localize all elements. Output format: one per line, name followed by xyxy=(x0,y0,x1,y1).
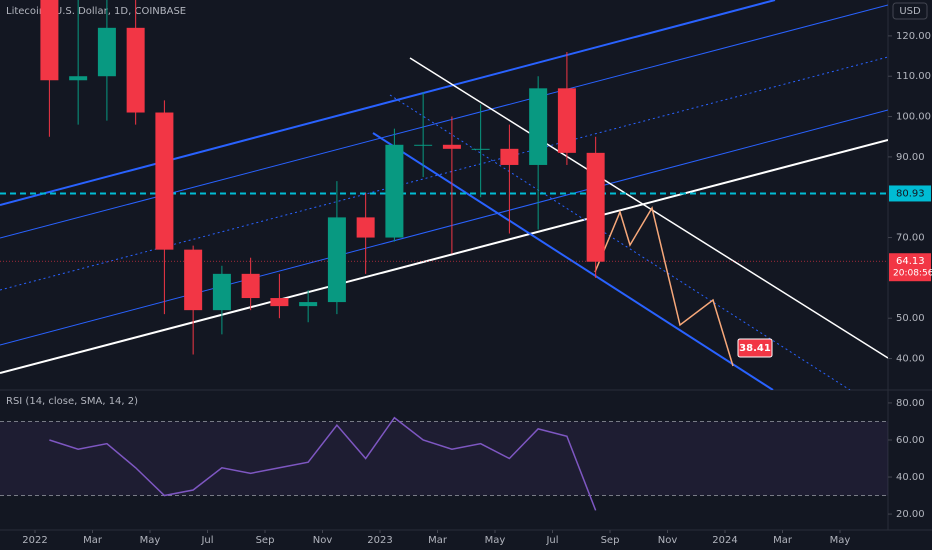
x-tick-label: Mar xyxy=(83,535,103,546)
candle-body xyxy=(155,112,174,250)
y-tick-label: 50.00 xyxy=(896,313,925,324)
x-tick-label: 2022 xyxy=(22,535,47,546)
candle-body xyxy=(97,27,116,77)
y-tick-label: 110.00 xyxy=(896,71,931,82)
candle-body xyxy=(385,144,404,238)
candle-body xyxy=(529,88,548,165)
trend-line xyxy=(0,0,776,206)
candle-body xyxy=(69,76,88,81)
candle-body xyxy=(212,273,231,311)
candle-body xyxy=(557,88,576,153)
x-tick-label: 2024 xyxy=(712,535,737,546)
level-label: 80.93 xyxy=(896,188,925,199)
x-tick-label: Mar xyxy=(428,535,448,546)
y-tick-label: 90.00 xyxy=(896,152,925,163)
y-tick-label: 120.00 xyxy=(896,31,931,42)
candle-body xyxy=(500,148,519,165)
x-tick-label: May xyxy=(830,535,851,546)
x-tick-label: Sep xyxy=(601,535,620,546)
candles xyxy=(40,0,605,355)
rsi-band xyxy=(0,421,888,496)
drawings xyxy=(0,0,888,390)
x-tick-label: Mar xyxy=(773,535,793,546)
x-tick-label: Sep xyxy=(256,535,275,546)
support-line xyxy=(0,139,888,374)
trend-line xyxy=(0,109,888,346)
target-label: 38.41 xyxy=(739,343,771,354)
x-tick-label: Nov xyxy=(658,535,678,546)
candle-body xyxy=(270,298,289,307)
rsi-y-tick-label: 80.00 xyxy=(896,398,925,409)
x-tick-label: May xyxy=(485,535,506,546)
candle-body xyxy=(184,249,203,311)
rsi-y-tick-label: 60.00 xyxy=(896,435,925,446)
trend-line xyxy=(0,56,888,291)
x-tick-label: Jul xyxy=(200,535,213,546)
rsi-title: RSI (14, close, SMA, 14, 2) xyxy=(6,396,138,407)
resistance-line xyxy=(409,57,888,359)
trend-line xyxy=(0,4,888,239)
channel-line xyxy=(389,94,851,390)
candle-body xyxy=(299,302,318,307)
candle-body xyxy=(414,144,433,146)
x-tick-label: Jul xyxy=(545,535,558,546)
candle-body xyxy=(586,152,605,262)
rsi-y-tick-label: 40.00 xyxy=(896,472,925,483)
candle-body xyxy=(40,0,59,81)
rsi-line xyxy=(49,416,597,511)
candle-body xyxy=(241,273,260,299)
currency-label: USD xyxy=(899,6,921,17)
candle-body xyxy=(126,27,145,113)
projection xyxy=(594,206,734,367)
candle-body xyxy=(356,217,375,238)
last-price-tag xyxy=(889,253,931,282)
last-price-label: 64.13 xyxy=(896,256,925,267)
y-tick-label: 70.00 xyxy=(896,233,925,244)
level-tag xyxy=(889,185,931,202)
x-tick-label: 2023 xyxy=(367,535,392,546)
candle-body xyxy=(442,144,461,149)
symbol-title: Litecoin / U.S. Dollar, 1D, COINBASE xyxy=(6,6,186,17)
countdown: 20:08:56 xyxy=(893,269,932,279)
currency-button[interactable] xyxy=(892,2,928,20)
y-tick-label: 40.00 xyxy=(896,354,925,365)
candle-body xyxy=(327,217,346,303)
candle-body xyxy=(471,148,490,150)
y-tick-label: 100.00 xyxy=(896,112,931,123)
x-tick-label: May xyxy=(140,535,161,546)
target-tag xyxy=(737,338,773,358)
x-tick-label: Nov xyxy=(313,535,333,546)
rsi-y-tick-label: 20.00 xyxy=(896,509,925,520)
